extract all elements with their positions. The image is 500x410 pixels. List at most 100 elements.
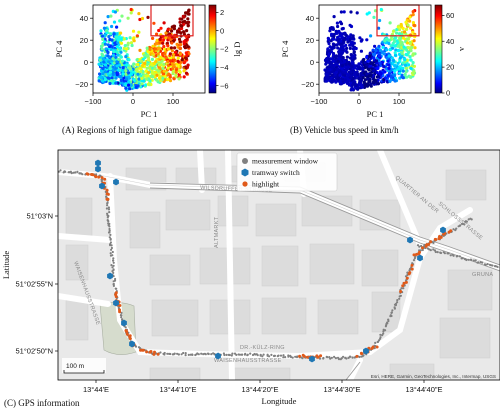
- legend-marker-switch: [241, 168, 249, 177]
- scatter-point: [377, 58, 381, 62]
- track-point: [443, 252, 446, 255]
- scatter-point: [137, 77, 141, 81]
- scatter-point: [186, 45, 190, 49]
- highlight-point: [410, 263, 414, 267]
- scatter-point: [383, 70, 387, 74]
- scatter-point: [361, 58, 365, 62]
- scatter-point: [159, 26, 163, 30]
- scatter-point: [97, 79, 101, 83]
- scatter-point: [172, 64, 176, 69]
- highlight-point: [153, 350, 156, 354]
- scatter-point: [354, 46, 358, 51]
- scatter-point: [138, 66, 142, 70]
- x-tick-label: −100: [85, 97, 102, 106]
- track-point: [72, 171, 75, 174]
- scatter-point: [115, 32, 119, 36]
- scatter-point: [98, 58, 102, 62]
- scatter-point: [182, 75, 186, 79]
- scatter-point: [402, 30, 407, 34]
- track-point: [169, 352, 172, 356]
- scatter-point: [135, 34, 139, 38]
- scatter-point: [369, 82, 373, 86]
- tramway-switch: [309, 355, 315, 363]
- track-point: [419, 249, 422, 252]
- scatter-point: [183, 19, 187, 23]
- scatter-point: [362, 80, 366, 84]
- scatter-point: [132, 78, 136, 82]
- highlight-point: [418, 250, 421, 254]
- track-point: [349, 355, 352, 358]
- scatter-point: [411, 52, 415, 56]
- scatter-point: [127, 58, 131, 62]
- scatter-point: [393, 36, 397, 40]
- track-point: [447, 252, 450, 255]
- scatter-point: [158, 37, 162, 42]
- scatter-point: [116, 40, 120, 45]
- track-point: [81, 173, 84, 176]
- scatter-point: [178, 20, 182, 24]
- scatter-point: [351, 87, 355, 91]
- tramway-switch: [113, 178, 119, 186]
- scatter-point: [343, 78, 347, 82]
- scatter-point: [363, 78, 367, 82]
- scatter-point: [379, 7, 383, 12]
- track-point: [182, 351, 185, 355]
- scatter-point: [368, 79, 372, 83]
- tramway-switch: [363, 347, 369, 355]
- scatter-point: [377, 54, 381, 58]
- track-point: [481, 261, 484, 264]
- track-point: [467, 258, 470, 261]
- scatter-point: [340, 35, 344, 39]
- track-point: [382, 332, 385, 335]
- scatter-point: [145, 62, 149, 67]
- scatter-point: [146, 15, 150, 19]
- scatter-point: [115, 64, 119, 68]
- y-tick-label: 40: [306, 14, 314, 23]
- scatter-point: [385, 48, 389, 52]
- scatter-point: [110, 24, 114, 29]
- scatter-point: [109, 14, 113, 18]
- scatter-point: [409, 26, 413, 30]
- scatter-point: [156, 46, 161, 51]
- track-point: [491, 264, 494, 267]
- scatter-point: [405, 75, 409, 79]
- track-point: [333, 355, 336, 358]
- y-tick-label: 20: [80, 36, 88, 45]
- scatter-point: [393, 51, 397, 55]
- scatter-point: [176, 30, 181, 34]
- track-point: [210, 353, 213, 356]
- scatter-point: [344, 62, 348, 66]
- scatter-point: [106, 43, 110, 47]
- track-point: [420, 244, 423, 248]
- scatter-point: [341, 26, 345, 31]
- scatter-point: [101, 37, 105, 42]
- scatter-point: [379, 71, 383, 76]
- scatter-point: [126, 16, 130, 20]
- track-point: [284, 356, 287, 359]
- scatter-point: [111, 65, 115, 69]
- scatter-point: [187, 20, 191, 24]
- highlight-point: [125, 330, 129, 334]
- scatter-point: [388, 21, 392, 25]
- scatter-point: [102, 26, 106, 30]
- scatter-point: [340, 63, 345, 68]
- scatter-point: [374, 48, 378, 53]
- scatter-point: [329, 39, 333, 43]
- highlight-point: [316, 355, 320, 359]
- track-point: [282, 354, 285, 357]
- track-point: [486, 263, 489, 266]
- y-tick-label: 40: [80, 14, 88, 23]
- scatter-point: [331, 27, 335, 31]
- scatter-point: [373, 44, 377, 48]
- scatter-point: [119, 50, 123, 54]
- scatter-point: [173, 50, 178, 54]
- scatter-point: [113, 10, 117, 14]
- scatter-point: [393, 53, 398, 57]
- y-tick-label: 0: [310, 58, 314, 67]
- scatter-point: [169, 46, 173, 50]
- scatter-point: [339, 45, 343, 49]
- scatter-point: [352, 50, 356, 54]
- x-tick-label: 0: [131, 97, 135, 106]
- scatter-point: [114, 55, 118, 60]
- scatter-point: [337, 57, 341, 61]
